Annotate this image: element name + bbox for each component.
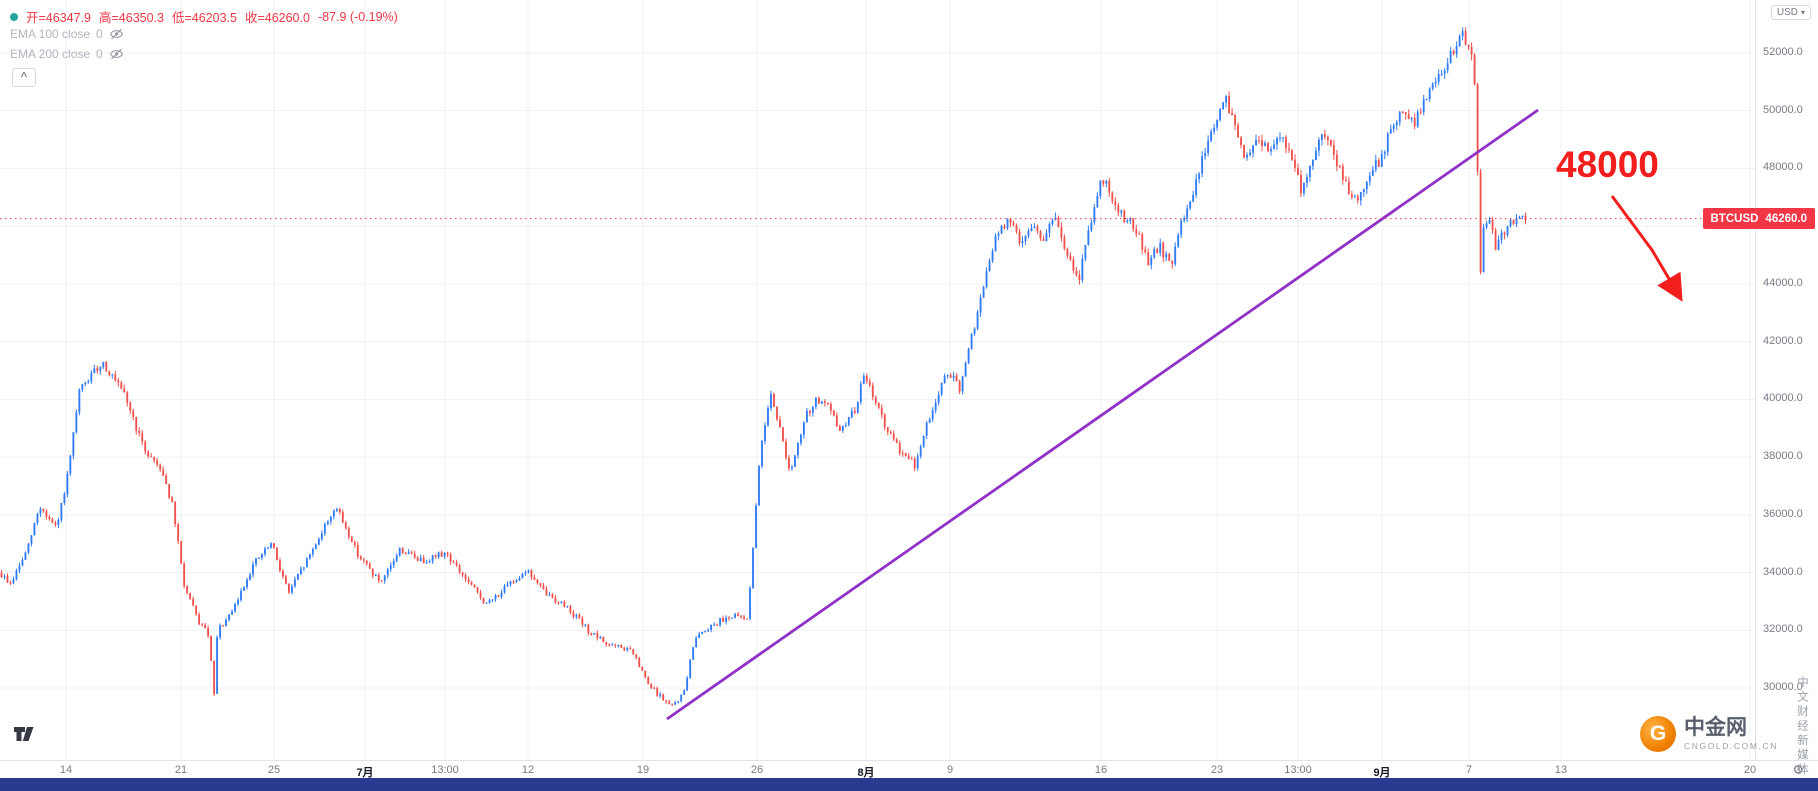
site-watermark: G 中金网 CNGOLD.COM.CN [1640, 716, 1778, 752]
price-axis-label: 40000.0 [1763, 392, 1803, 405]
price-axis-label: 44000.0 [1763, 276, 1803, 289]
indicator-value: 0 [96, 47, 103, 61]
time-axis-label: 7 [1465, 764, 1473, 776]
indicator-ema-200[interactable]: EMA 200 close 0 [10, 47, 124, 61]
cngold-logo-icon: G [1640, 716, 1676, 752]
price-axis-label: 34000.0 [1763, 565, 1803, 578]
ohlc-open: 开=46347.9 [26, 11, 91, 25]
price-axis-label: 30000.0 [1763, 681, 1803, 693]
ohlc-change: -87.9 (-0.19%) [317, 9, 398, 24]
watermark-subtitle: CNGOLD.COM.CN [1684, 741, 1778, 751]
footer-bar [0, 778, 1818, 791]
indicator-value: 0 [96, 27, 103, 41]
indicator-label: EMA 200 close [10, 47, 91, 61]
currency-selector[interactable]: USD ▾ [1770, 5, 1811, 20]
price-tag-symbol: BTCUSD [1710, 212, 1759, 225]
price-axis-label: 52000.0 [1763, 46, 1803, 58]
time-axis-label: 13 [1554, 764, 1568, 776]
chevron-up-icon: ^ [20, 71, 28, 83]
time-axis-label: 25 [267, 764, 281, 776]
ohlc-high: 高=46350.3 [98, 11, 164, 25]
legend-collapse-button[interactable]: ^ [12, 68, 36, 87]
ohlc-legend: 开=46347.9 高=46350.3 低=46203.5 收=46260.0 … [10, 7, 398, 26]
price-tag-value: 46260.0 [1765, 212, 1807, 225]
price-axis-label: 32000.0 [1763, 623, 1803, 636]
time-axis-label: 20 [1743, 764, 1757, 776]
candles [0, 27, 1527, 706]
gear-icon[interactable]: ⚙ [1792, 762, 1804, 777]
price-axis-label: 42000.0 [1763, 334, 1803, 347]
time-axis-label: 16 [1094, 764, 1108, 776]
time-axis-label: 9 [946, 764, 954, 776]
price-axis[interactable]: 52000.0 50000.0 48000.0 44000.0 42000.0 40000… [1755, 0, 1818, 760]
tradingview-logo[interactable] [12, 722, 38, 746]
visibility-off-icon[interactable] [109, 28, 124, 40]
price-axis-label: 50000.0 [1763, 103, 1803, 116]
indicator-ema-100[interactable]: EMA 100 close 0 [10, 27, 124, 41]
price-axis-label: 36000.0 [1763, 507, 1803, 520]
time-axis-label: 21 [174, 764, 188, 776]
currency-label: USD [1776, 7, 1798, 18]
price-tag: BTCUSD 46260.0 [1702, 208, 1815, 230]
watermark-vertical-text: 中文财经新媒体 [1796, 676, 1808, 778]
time-axis[interactable]: ⚙ 14 21 25 7月 13:00 12 19 26 8月 9 16 23 13:00 9月 7 13 20 [0, 760, 1818, 779]
time-axis-label: 19 [636, 764, 650, 776]
price-axis-label: 48000.0 [1763, 161, 1803, 174]
time-axis-label: 26 [750, 764, 764, 776]
watermark-text: 中金网 CNGOLD.COM.CN [1684, 717, 1778, 751]
price-axis-label: 38000.0 [1763, 450, 1803, 463]
trendline[interactable] [666, 108, 1539, 721]
chart-canvas[interactable] [0, 0, 1755, 760]
time-axis-label: 12 [521, 764, 535, 776]
annotation-arrow[interactable] [1610, 195, 1683, 302]
watermark-title: 中金网 [1684, 716, 1747, 739]
market-status-dot [10, 12, 18, 21]
time-axis-label: 8月 [857, 767, 875, 779]
logo-letter: G [1649, 722, 1667, 745]
annotation-price-label[interactable]: 48000 [1556, 144, 1659, 185]
indicator-label: EMA 100 close [10, 27, 91, 41]
time-axis-label: 9月 [1373, 767, 1391, 779]
time-axis-label: 13:00 [1284, 764, 1312, 776]
ohlc-close: 收=46260.0 [244, 11, 310, 25]
time-axis-label: 7月 [356, 767, 374, 779]
chevron-down-icon: ▾ [1800, 8, 1805, 17]
visibility-off-icon[interactable] [109, 48, 124, 60]
ohlc-low: 低=46203.5 [171, 11, 237, 25]
time-axis-label: 14 [59, 764, 73, 776]
grid [0, 0, 1755, 760]
time-axis-label: 23 [1210, 764, 1224, 776]
time-axis-label: 13:00 [431, 764, 459, 776]
